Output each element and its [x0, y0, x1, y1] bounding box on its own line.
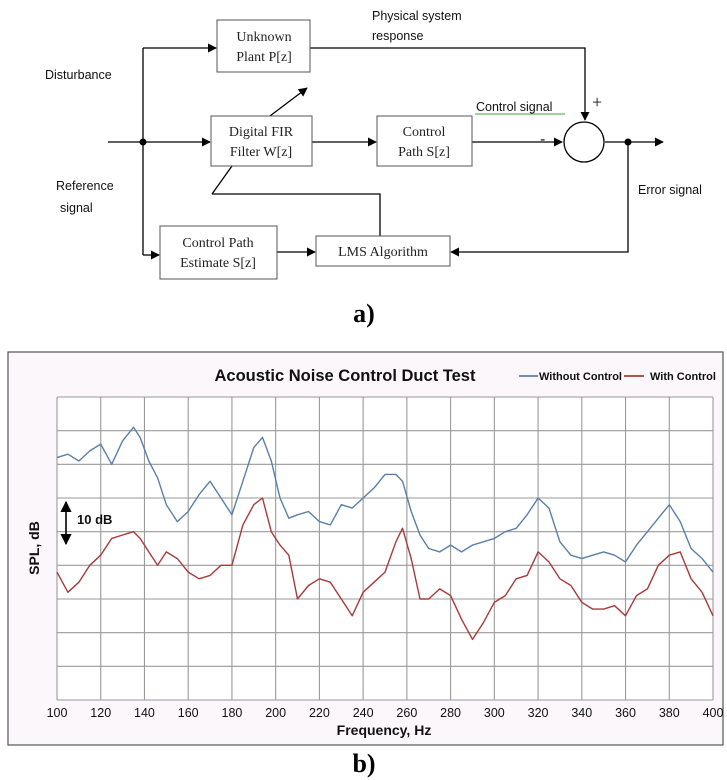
x-axis-label: Frequency, Hz [337, 722, 432, 738]
block-diagram: Unknown Plant P[z] Digital FIR Filter W[… [45, 9, 702, 328]
legend-label-with-control: With Control [650, 371, 716, 383]
error-feedback-line [450, 142, 629, 257]
estimate-label-line1: Control Path [182, 236, 253, 251]
legend: Without Control With Control [519, 371, 716, 383]
x-tick-label: 140 [134, 706, 155, 720]
estimate-block [159, 225, 278, 280]
fir-label-line1: Digital FIR [229, 125, 294, 140]
x-tick-label: 120 [90, 706, 111, 720]
reference-label-line1: Reference [56, 179, 114, 193]
fir-label-line2: Filter W[z] [230, 145, 292, 160]
chart: Acoustic Noise Control Duct Test Without… [7, 351, 724, 778]
x-tick-label: 200 [265, 706, 286, 720]
adapt-line [212, 193, 381, 236]
estimate-label-line2: Estimate S[z] [180, 256, 256, 271]
x-tick-label: 180 [222, 706, 243, 720]
series-line-without-control [56, 426, 714, 573]
control-path-label-line1: Control [403, 125, 446, 140]
x-tick-label: 260 [396, 706, 417, 720]
plot-area [57, 397, 713, 700]
summing-junction [563, 121, 605, 163]
control-path-block [376, 115, 473, 167]
series-line-with-control [56, 497, 714, 641]
plant-output-line [310, 47, 590, 121]
physical-response-label-line2: response [372, 29, 423, 43]
reference-label-line2: signal [60, 201, 93, 215]
x-tick-label: 360 [615, 706, 636, 720]
fir-filter-block [210, 115, 313, 167]
adapt-line-tail [211, 165, 233, 195]
lms-block [315, 235, 451, 267]
x-tick-label: 320 [528, 706, 549, 720]
x-tick-label: 400 [703, 706, 724, 720]
plant-label-line1: Unknown [236, 30, 291, 45]
error-signal-label: Error signal [638, 183, 702, 197]
chart-title: Acoustic Noise Control Duct Test [215, 367, 476, 385]
x-tick-label: 160 [178, 706, 199, 720]
plant-label-line2: Plant P[z] [236, 50, 292, 65]
control-path-label-line2: Path S[z] [398, 145, 450, 160]
minus-sign: - [540, 131, 545, 148]
x-tick-label: 340 [571, 706, 592, 720]
x-tick-label: 220 [309, 706, 330, 720]
scale-annotation-label: 10 dB [77, 512, 112, 527]
x-tick-label: 280 [440, 706, 461, 720]
x-tick-label: 100 [47, 706, 68, 720]
x-tick-label: 240 [353, 706, 374, 720]
junction-dot [139, 138, 147, 146]
y-axis-label: SPL, dB [26, 521, 42, 575]
junction-dot [624, 138, 632, 146]
plant-block [216, 19, 311, 73]
scale-annotation: 10 dB [60, 500, 112, 546]
control-signal-label: Control signal [476, 100, 552, 114]
x-tick-label: 380 [659, 706, 680, 720]
plus-sign: + [592, 92, 602, 112]
series-layer [56, 426, 714, 641]
signal-lines [108, 43, 664, 260]
lms-label: LMS Algorithm [338, 245, 428, 260]
disturbance-label: Disturbance [45, 68, 112, 82]
physical-response-label-line1: Physical system [372, 9, 462, 23]
x-tick-label: 300 [484, 706, 505, 720]
caption-a: a) [353, 299, 375, 328]
caption-b: b) [352, 749, 375, 778]
x-tick-labels: 100 120 140 160 180 200 220 240 260 280 300 320 340 3… [47, 706, 724, 720]
legend-label-without-control: Without Control [539, 371, 622, 383]
